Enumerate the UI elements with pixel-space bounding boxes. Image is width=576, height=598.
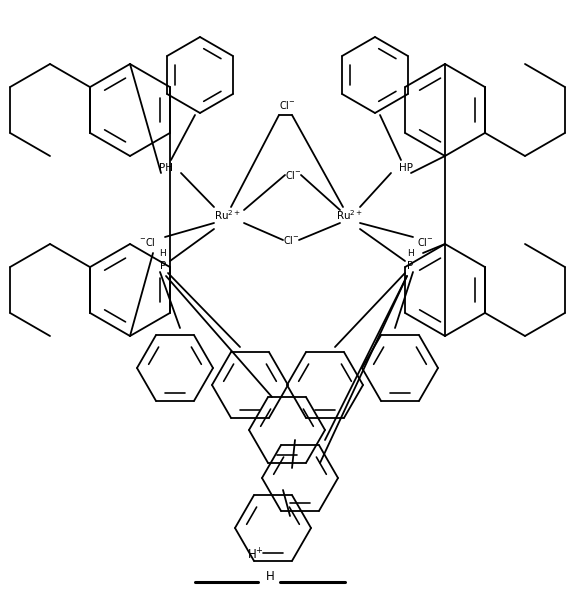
Text: H: H (160, 249, 166, 258)
Text: Cl$^{-}$: Cl$^{-}$ (283, 234, 300, 246)
Text: Ru$^{2+}$: Ru$^{2+}$ (214, 208, 242, 222)
Text: Cl$^{-}$: Cl$^{-}$ (279, 99, 295, 111)
Text: Cl$^{-}$: Cl$^{-}$ (416, 236, 433, 248)
Text: Ru$^{2+}$: Ru$^{2+}$ (336, 208, 363, 222)
Text: P: P (160, 261, 166, 271)
Text: H$^{+}$: H$^{+}$ (247, 547, 263, 563)
Text: $^{-}$Cl: $^{-}$Cl (139, 236, 156, 248)
Text: H: H (266, 569, 274, 582)
Text: HP: HP (399, 163, 413, 173)
Text: PH: PH (159, 163, 173, 173)
Text: P: P (407, 261, 413, 271)
Text: H: H (407, 249, 414, 258)
Text: Cl$^{-}$: Cl$^{-}$ (285, 169, 301, 181)
